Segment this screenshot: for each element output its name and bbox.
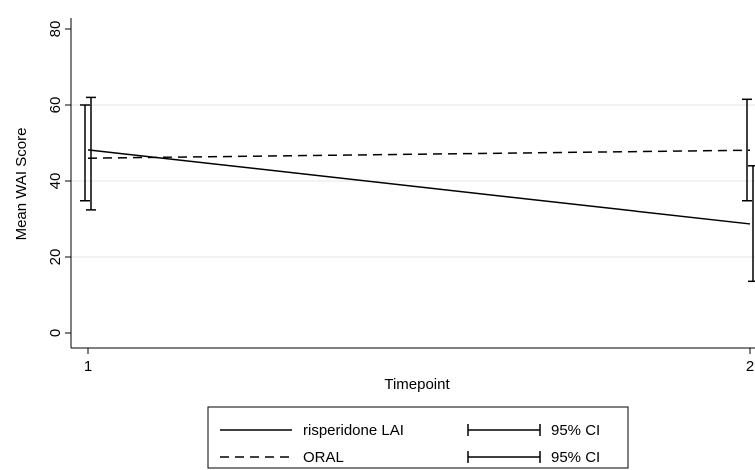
series-line-1 bbox=[87, 149, 751, 225]
x-tick-label: 1 bbox=[84, 358, 92, 375]
series-line-2 bbox=[87, 149, 751, 159]
ci-bar bbox=[86, 96, 96, 211]
x-axis-title: Timepoint bbox=[384, 376, 450, 393]
axes bbox=[70, 18, 755, 349]
legend-item: risperidone LAI 95% CI bbox=[220, 422, 600, 439]
legend-label: risperidone LAI bbox=[303, 422, 404, 439]
legend-box bbox=[207, 406, 629, 469]
ci-bar bbox=[742, 98, 752, 202]
y-tick-label: 20 bbox=[47, 249, 64, 266]
legend-ci-swatch bbox=[467, 424, 541, 436]
y-tick-label: 40 bbox=[47, 173, 64, 190]
legend-ci-swatch bbox=[467, 451, 541, 463]
legend: risperidone LAI 95% CI ORAL 95% CI bbox=[207, 406, 629, 469]
y-tick-label: 80 bbox=[47, 21, 64, 38]
y-axis-title: Mean WAI Score bbox=[13, 128, 30, 241]
legend-label: ORAL bbox=[303, 449, 344, 466]
y-tick-label: 60 bbox=[47, 97, 64, 114]
ci-bar bbox=[80, 104, 90, 202]
legend-ci-label: 95% CI bbox=[551, 422, 600, 439]
legend-item: ORAL 95% CI bbox=[220, 449, 600, 466]
x-tick-label: 2 bbox=[746, 358, 754, 375]
gridlines bbox=[71, 104, 755, 258]
y-tick-label: 0 bbox=[47, 329, 64, 337]
series bbox=[87, 149, 751, 225]
legend-ci-label: 95% CI bbox=[551, 449, 600, 466]
confidence-intervals bbox=[80, 96, 755, 283]
y-ticks: 0 20 40 60 80 bbox=[47, 21, 71, 337]
ci-bar bbox=[748, 165, 755, 283]
